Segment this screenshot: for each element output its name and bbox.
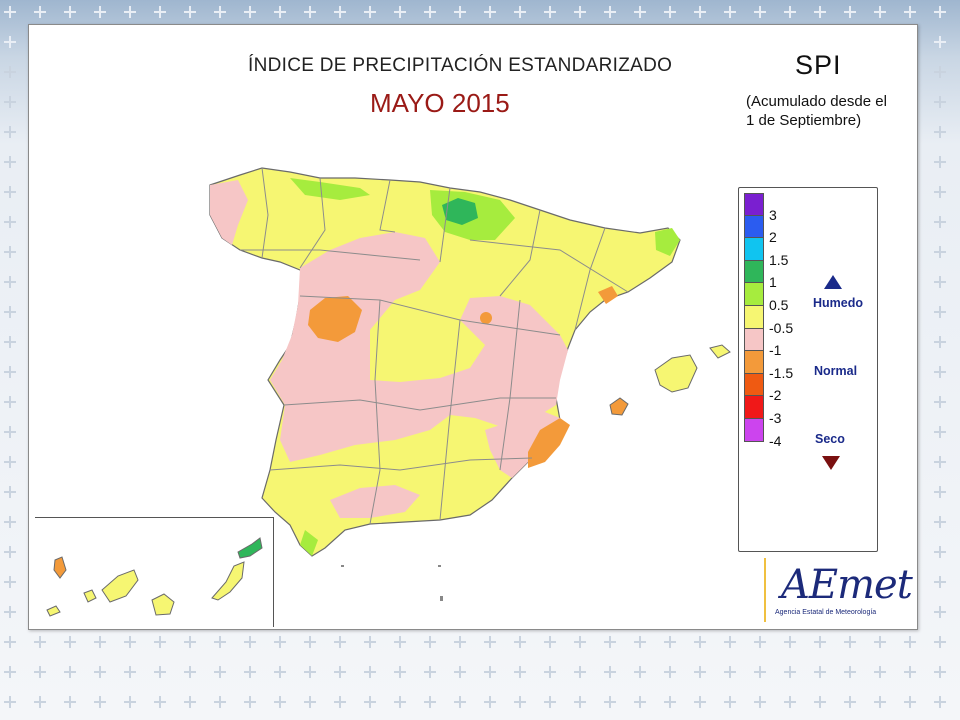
note-line-2: 1 de Septiembre) — [746, 112, 862, 129]
region-wet-south-tip — [300, 530, 318, 556]
province-boundaries — [240, 167, 629, 525]
aemet-logo: AEmet — [781, 562, 913, 608]
legend-swatch — [744, 238, 764, 261]
legend-label-dry: Seco — [815, 432, 845, 446]
legend-swatch — [744, 215, 764, 239]
island-fuerteventura — [211, 561, 245, 601]
island-ibiza — [609, 397, 629, 416]
island-la-gomera — [83, 589, 97, 603]
aemet-logo-subtitle: Agencia Estatal de Meteorología — [775, 609, 877, 616]
legend-color-bar — [744, 193, 764, 442]
region-dry-orange-catalonia — [598, 286, 618, 304]
legend-tick-label: -0.5 — [769, 319, 794, 336]
melilla-mark — [438, 565, 441, 567]
legend-swatch — [744, 193, 764, 216]
region-wet-north-light — [290, 178, 370, 200]
legend-swatch — [744, 260, 764, 284]
legend-swatch — [744, 328, 764, 352]
canary-islands-inset — [35, 517, 274, 627]
region-dry-galicia — [210, 180, 248, 245]
island-tenerife — [101, 569, 139, 603]
legend-tick-label: -3 — [769, 410, 782, 426]
region-dry-orange-southeast — [528, 418, 570, 468]
island-menorca — [709, 344, 731, 359]
legend-swatch — [744, 305, 764, 329]
legend-tick-label: 0.5 — [769, 297, 789, 313]
legend-tick-label: 1.5 — [769, 251, 789, 268]
island-la-palma — [53, 556, 67, 579]
note-line-1: (Acumulado desde el — [746, 93, 887, 110]
ceuta-mark — [341, 565, 344, 567]
region-wet-east-light — [655, 228, 680, 256]
region-wet-basque-dark — [442, 198, 478, 225]
legend-tick-label: 3 — [769, 206, 777, 223]
index-name: SPI — [795, 50, 842, 80]
legend-swatch — [744, 283, 764, 306]
legend-tick-label: -4 — [769, 432, 782, 449]
island-gran-canaria — [151, 593, 175, 616]
accumulation-note: (Acumulado desde el 1 de Septiembre) — [746, 92, 911, 130]
legend-tick-label: -1 — [769, 342, 782, 359]
map-title: ÍNDICE DE PRECIPITACIÓN ESTANDARIZADO — [248, 55, 673, 76]
legend-tick-label: 1 — [769, 274, 777, 291]
legend-tick-label: -2 — [769, 387, 782, 404]
logo-divider — [764, 558, 766, 622]
legend-swatch — [744, 373, 764, 397]
legend-label-wet: Humedo — [813, 296, 863, 310]
island-mallorca — [654, 354, 698, 393]
alboran-mark — [440, 596, 443, 601]
region-dry-orange-west — [308, 296, 362, 342]
region-dry-south — [330, 485, 420, 518]
legend-swatch — [744, 351, 764, 374]
region-dry-southeast — [485, 410, 560, 478]
legend-swatch — [744, 396, 764, 419]
legend-label-normal: Normal — [814, 364, 858, 378]
island-lanzarote — [237, 537, 263, 559]
dry-arrow-icon — [822, 456, 840, 470]
map-subtitle: MAYO 2015 — [370, 88, 510, 118]
legend-tick-label: 2 — [769, 229, 777, 246]
wet-arrow-icon — [824, 275, 842, 289]
legend-swatch — [744, 418, 764, 442]
island-el-hierro — [46, 605, 61, 617]
region-dry-orange-center — [480, 312, 492, 324]
legend-tick-label: -1.5 — [769, 364, 794, 381]
region-dry-central — [270, 232, 568, 462]
